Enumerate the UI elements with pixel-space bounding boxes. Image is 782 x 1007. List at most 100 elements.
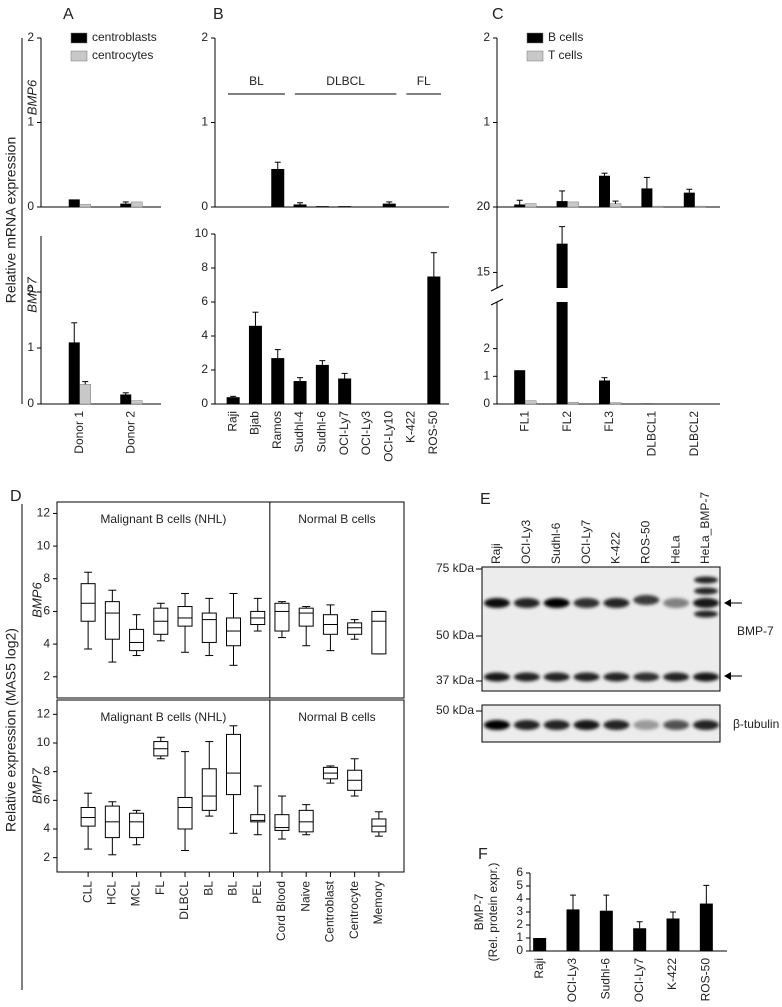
x-tick-label: DLBCL bbox=[177, 881, 191, 920]
bar bbox=[315, 206, 329, 207]
bar bbox=[683, 192, 695, 207]
band bbox=[693, 720, 720, 730]
x-tick-label: DLBCL1 bbox=[645, 411, 659, 457]
bar bbox=[271, 168, 285, 207]
box bbox=[104, 601, 120, 640]
x-tick-label: Centroblast bbox=[323, 880, 337, 942]
blot-membrane bbox=[481, 566, 721, 692]
y-tick-label: 4 bbox=[201, 328, 208, 342]
box bbox=[371, 610, 387, 655]
x-tick-label: Donor 1 bbox=[72, 411, 86, 454]
y-tick-label: 2 bbox=[201, 30, 208, 44]
marker-label: 50 kDa bbox=[436, 628, 474, 642]
x-tick-label: FL1 bbox=[517, 411, 531, 432]
x-tick-label: OCI-Ly7 bbox=[632, 958, 646, 1003]
legend-swatch bbox=[526, 50, 544, 62]
box bbox=[80, 807, 96, 827]
y-axis-title: BMP7 bbox=[29, 768, 44, 804]
x-tick-label: Memory bbox=[371, 881, 385, 924]
y-tick-label: 1 bbox=[483, 368, 490, 382]
x-tick-label: K-422 bbox=[404, 411, 418, 443]
y-tick-label: 10 bbox=[37, 538, 51, 552]
y-tick-label: 0 bbox=[201, 199, 208, 213]
bar bbox=[315, 364, 329, 404]
x-tick-label: OCI-Ly3 bbox=[565, 958, 579, 1003]
bar bbox=[641, 188, 653, 207]
band bbox=[603, 672, 630, 682]
bar bbox=[293, 204, 307, 207]
x-tick-label: Raji bbox=[225, 411, 239, 432]
bar bbox=[556, 201, 568, 207]
bar bbox=[652, 205, 664, 208]
band bbox=[694, 587, 719, 595]
y-tick-label: 2 bbox=[516, 917, 523, 931]
y-tick-label: 3 bbox=[516, 904, 523, 918]
y-tick-label: 2 bbox=[43, 850, 50, 864]
x-tick-label: OCI-Ly7 bbox=[337, 411, 351, 456]
box bbox=[274, 602, 290, 632]
lane-label: Sudhl-6 bbox=[549, 522, 563, 564]
bar bbox=[131, 400, 143, 405]
marker-label: 75 kDa bbox=[436, 561, 474, 575]
band bbox=[484, 598, 510, 608]
x-tick-label: HCL bbox=[105, 881, 119, 905]
x-tick-label: Ramos bbox=[270, 411, 284, 449]
y-tick-label: 2 bbox=[27, 30, 34, 44]
marker-label: 37 kDa bbox=[436, 673, 474, 687]
band bbox=[633, 672, 660, 682]
bar bbox=[68, 199, 80, 207]
bar bbox=[599, 175, 610, 207]
band bbox=[603, 598, 630, 608]
band bbox=[484, 672, 510, 682]
band bbox=[513, 720, 540, 730]
lane-label: OCI-Ly3 bbox=[519, 519, 533, 564]
x-tick-label: BL bbox=[226, 881, 240, 896]
y-tick-label: 4 bbox=[516, 891, 523, 905]
x-tick-label: K-422 bbox=[665, 958, 679, 990]
x-tick-label: Bjab bbox=[248, 411, 262, 435]
y-tick-label: 0 bbox=[27, 396, 34, 410]
legend-label: T cells bbox=[548, 48, 582, 62]
y-tick-label: 0 bbox=[201, 396, 208, 410]
bar bbox=[609, 203, 622, 208]
bar bbox=[120, 203, 132, 207]
x-tick-label: Raji bbox=[532, 958, 546, 979]
y-axis-title: BMP6 bbox=[29, 582, 44, 618]
y-tick-label: 8 bbox=[43, 571, 50, 585]
bar bbox=[633, 928, 647, 951]
x-tick-label: FL bbox=[153, 881, 167, 895]
panel-label: F bbox=[478, 846, 488, 863]
x-tick-label: ROS-50 bbox=[426, 411, 440, 455]
box bbox=[274, 814, 290, 831]
section-label: Normal B cells bbox=[298, 710, 375, 724]
x-tick-label: ROS-50 bbox=[699, 958, 713, 1002]
box bbox=[226, 733, 241, 796]
band bbox=[693, 672, 720, 682]
group-label: BL bbox=[249, 74, 264, 88]
y-axis-title: (Rel. protein expr.) bbox=[486, 863, 500, 962]
y-tick-label: 0 bbox=[483, 199, 490, 213]
band bbox=[694, 610, 719, 618]
y-tick-label: 2 bbox=[201, 362, 208, 376]
x-tick-label: Sudhl-4 bbox=[292, 411, 306, 453]
arrow-head bbox=[724, 672, 731, 680]
bar bbox=[609, 402, 622, 405]
y-tick-label: 10 bbox=[195, 226, 209, 240]
group-label: FL bbox=[417, 74, 431, 88]
bar bbox=[427, 276, 441, 404]
bar bbox=[79, 204, 91, 208]
x-tick-label: Sudhl-6 bbox=[315, 411, 329, 453]
bar bbox=[666, 918, 680, 951]
box bbox=[250, 814, 266, 823]
bar bbox=[567, 402, 579, 405]
y-tick-label: 1 bbox=[27, 340, 34, 354]
x-tick-label: Sudhl-6 bbox=[599, 958, 613, 1000]
y-tick-label: 4 bbox=[43, 821, 50, 835]
y-tick-label: 15 bbox=[477, 265, 491, 279]
loading-label: β-tubulin bbox=[733, 717, 779, 731]
bar bbox=[293, 381, 307, 404]
arrow-head bbox=[724, 599, 731, 607]
y-axis-title: BMP6 bbox=[24, 79, 39, 115]
band bbox=[603, 720, 630, 730]
x-tick-label: MCL bbox=[129, 881, 143, 907]
